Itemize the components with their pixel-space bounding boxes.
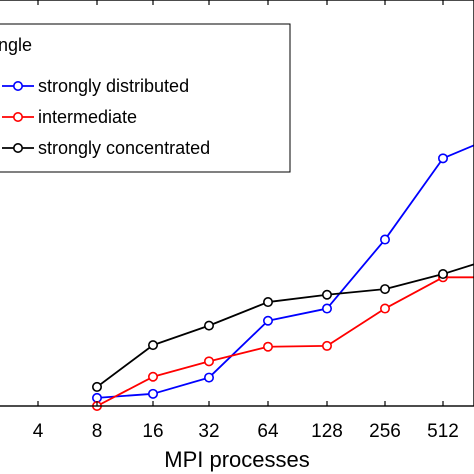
x-tick-label: 16: [142, 421, 163, 442]
legend-marker: [13, 81, 23, 92]
plot-lines: [92, 144, 474, 411]
data-point: [437, 269, 448, 280]
axis-layer: [0, 0, 474, 407]
data-point: [379, 284, 390, 295]
x-tick-label: 4: [33, 421, 44, 442]
data-point: [148, 371, 159, 382]
series-line: [96, 276, 474, 407]
legend-items: strongly distributed intermediate strongly…: [2, 76, 210, 158]
x-axis-label: MPI processes: [164, 447, 310, 472]
x-tick-label: 128: [311, 421, 343, 442]
data-point: [321, 303, 332, 314]
data-point: [204, 320, 215, 331]
data-point: [262, 315, 273, 326]
data-point: [262, 297, 273, 308]
series-line: [96, 144, 474, 399]
x-tick-label: 256: [369, 421, 401, 442]
data-point: [379, 303, 390, 314]
legend: ngle strongly distributedintermediatestr…: [0, 23, 291, 173]
series-line: [96, 263, 474, 388]
x-tick-label: 32: [198, 421, 219, 442]
legend-title: ngle: [0, 35, 32, 55]
data-point: [92, 392, 103, 403]
data-point: [437, 153, 448, 164]
data-point: [148, 388, 159, 399]
plot-frame: [0, 0, 474, 407]
legend-item-label: intermediate: [38, 107, 137, 127]
data-point: [92, 381, 103, 392]
x-tick-label: 64: [257, 421, 279, 442]
x-tick-labels: 481632641282565121024: [33, 421, 459, 442]
x-tick-label: 8: [92, 421, 103, 442]
legend-item-label: strongly distributed: [38, 76, 189, 96]
data-point: [379, 234, 390, 245]
data-point: [321, 340, 332, 351]
data-point: [262, 341, 273, 352]
data-point: [204, 356, 215, 367]
x-tick-label: 512: [427, 421, 459, 442]
data-point: [204, 372, 215, 383]
legend-marker: [13, 112, 23, 123]
data-point: [148, 340, 159, 351]
legend-marker: [13, 143, 23, 154]
data-point: [321, 289, 332, 300]
legend-box: [0, 23, 291, 173]
legend-item-label: strongly concentrated: [38, 138, 210, 158]
